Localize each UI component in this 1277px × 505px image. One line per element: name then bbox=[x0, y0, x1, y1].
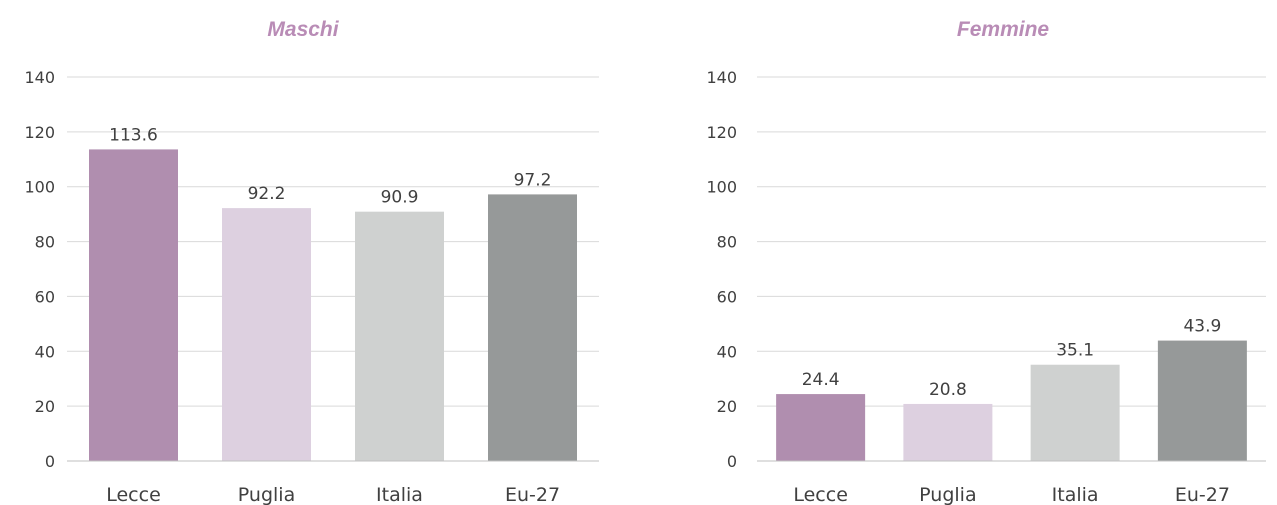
category-label: Eu-27 bbox=[1175, 484, 1230, 505]
y-tick-label: 40 bbox=[717, 342, 737, 361]
bar-puglia bbox=[903, 403, 993, 461]
y-tick-label: 100 bbox=[706, 178, 737, 197]
y-tick-label: 60 bbox=[717, 287, 737, 306]
y-tick-label: 120 bbox=[24, 123, 55, 142]
y-tick-label: 140 bbox=[706, 68, 737, 87]
bar-italia bbox=[355, 211, 444, 461]
category-label: Lecce bbox=[106, 484, 161, 505]
bar-eu-27 bbox=[1157, 340, 1247, 461]
y-tick-label: 20 bbox=[35, 397, 55, 416]
category-label: Puglia bbox=[238, 484, 295, 505]
bar-lecce bbox=[89, 149, 178, 461]
chart-title: Femmine bbox=[957, 18, 1050, 41]
chart-panel-2: Femmine 0 20 40 60 80 100 120 140 24.4 Lecce 20.8 Pu… bbox=[706, 18, 1266, 505]
y-tick-label: 80 bbox=[717, 233, 737, 252]
y-tick-label: 20 bbox=[717, 397, 737, 416]
y-tick-label: 60 bbox=[35, 287, 55, 306]
bar-puglia bbox=[222, 208, 311, 461]
y-tick-label: 40 bbox=[35, 342, 55, 361]
category-label: Lecce bbox=[793, 484, 848, 505]
chart-panel-1: Maschi 0 20 40 60 80 100 120 140 113.6 Lecce 92.2 Pu… bbox=[24, 18, 599, 505]
y-tick-label: 100 bbox=[24, 178, 55, 197]
y-tick-label: 0 bbox=[45, 452, 55, 471]
category-label: Puglia bbox=[919, 484, 976, 505]
chart-title: Maschi bbox=[267, 18, 339, 41]
bar-eu-27 bbox=[488, 194, 577, 461]
category-label: Italia bbox=[376, 484, 423, 505]
data-label: 24.4 bbox=[802, 370, 840, 390]
y-tick-label: 140 bbox=[24, 68, 55, 87]
data-label: 92.2 bbox=[248, 184, 286, 204]
data-label: 35.1 bbox=[1056, 341, 1094, 361]
data-label: 97.2 bbox=[514, 170, 552, 190]
data-label: 90.9 bbox=[381, 188, 419, 208]
data-label: 20.8 bbox=[929, 380, 967, 400]
bar-lecce bbox=[776, 394, 866, 461]
y-tick-label: 0 bbox=[727, 452, 737, 471]
data-label: 43.9 bbox=[1183, 317, 1221, 337]
y-tick-label: 120 bbox=[706, 123, 737, 142]
y-tick-label: 80 bbox=[35, 233, 55, 252]
category-label: Eu-27 bbox=[505, 484, 560, 505]
category-label: Italia bbox=[1052, 484, 1099, 505]
bar-italia bbox=[1030, 364, 1120, 461]
data-label: 113.6 bbox=[109, 125, 158, 145]
